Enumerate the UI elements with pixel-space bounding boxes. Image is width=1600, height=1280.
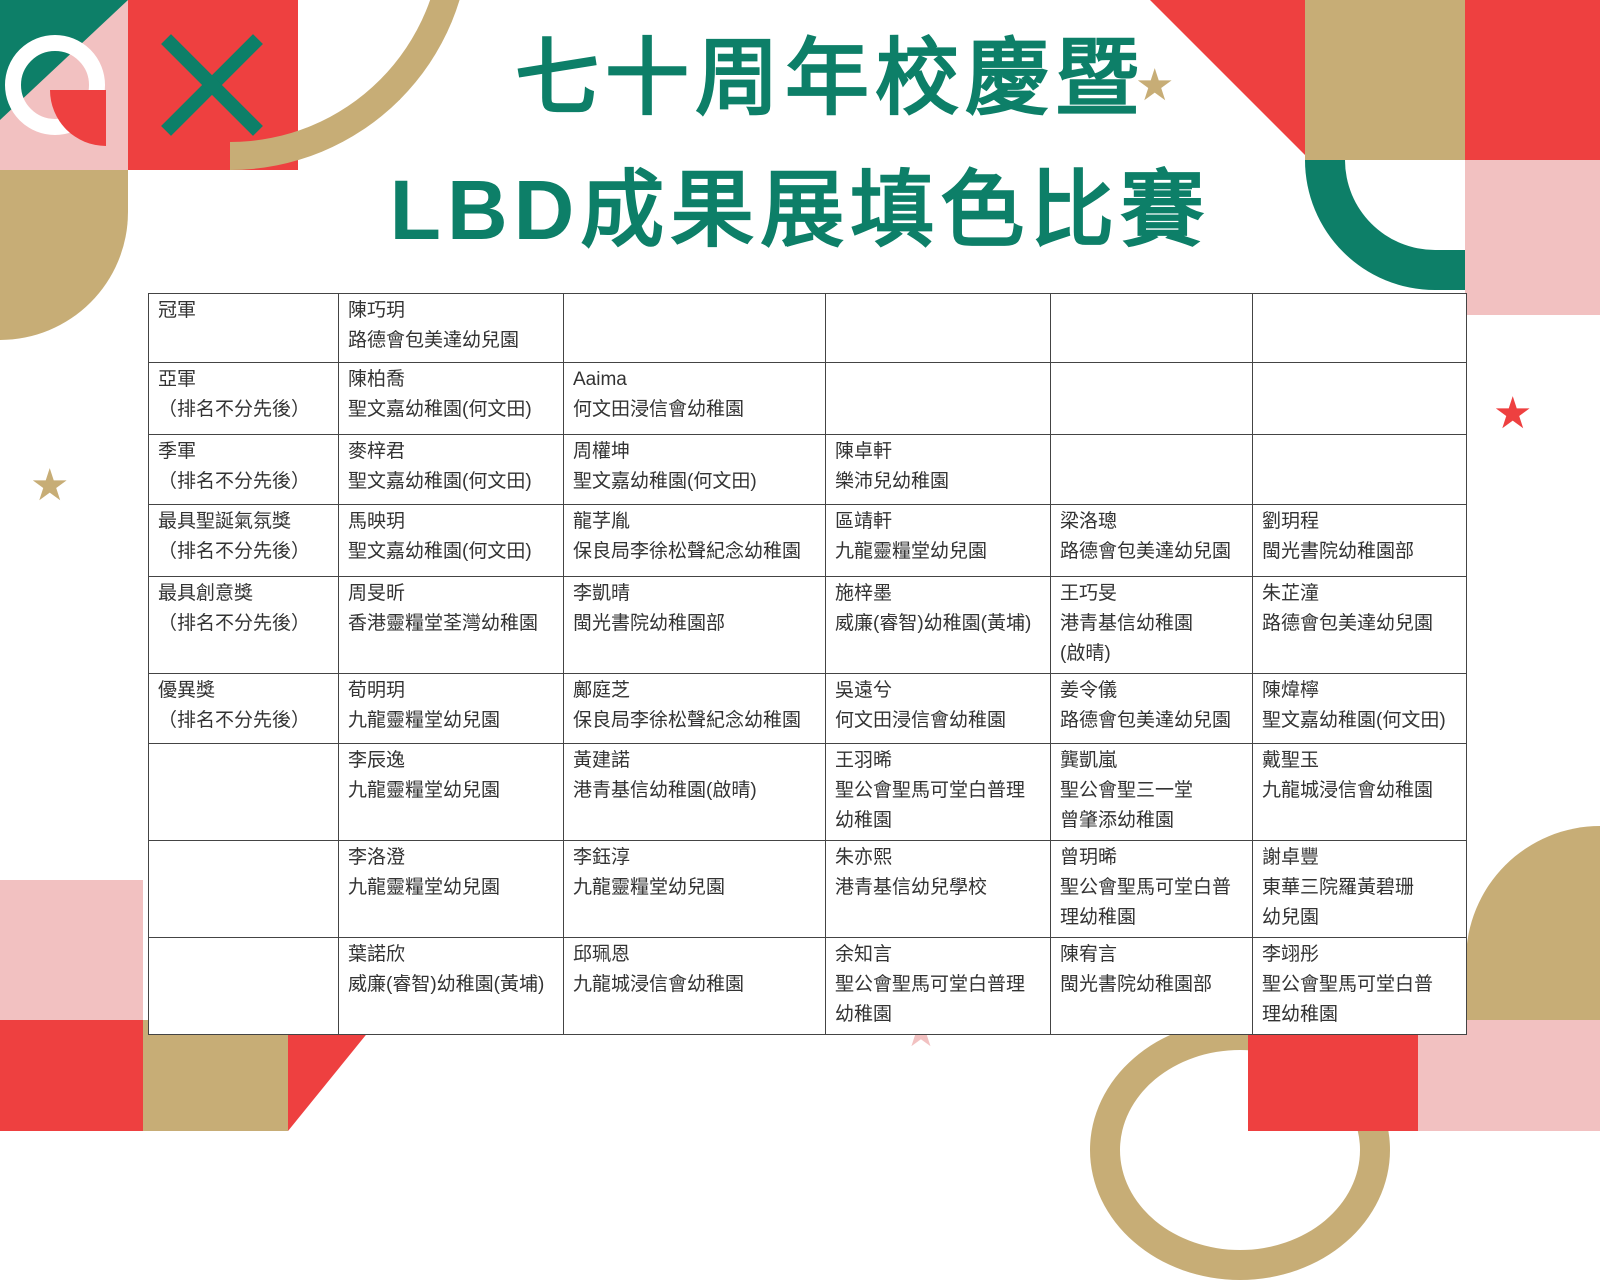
winner-cell: 王羽晞 聖公會聖馬可堂白普理 幼稚園 [825, 743, 1051, 841]
winner-cell: 吳遠兮 何文田浸信會幼稚園 [825, 673, 1051, 744]
winner-cell: 余知言 聖公會聖馬可堂白普理 幼稚園 [825, 937, 1051, 1035]
winner-cell: 謝卓豐 東華三院羅黃碧珊 幼兒園 [1252, 840, 1467, 938]
winner-cell: 王巧旻 港青基信幼稚園 (啟晴) [1050, 576, 1253, 674]
award-cell: 優異獎 （排名不分先後） [148, 673, 339, 744]
table-row: 葉諾欣 威廉(睿智)幼稚園(黃埔) 邱珮恩 九龍城浸信會幼稚園 余知言 聖公會聖馬可… [148, 937, 1467, 1035]
winner-cell: 周權坤 聖文嘉幼稚園(何文田) [563, 434, 826, 505]
winner-cell: 麥梓君 聖文嘉幼稚園(何文田) [338, 434, 564, 505]
winner-cell: 施梓墨 威廉(睿智)幼稚園(黃埔) [825, 576, 1051, 674]
winner-cell: 陳煒檸 聖文嘉幼稚園(何文田) [1252, 673, 1467, 744]
award-cell: 亞軍 （排名不分先後） [148, 362, 339, 435]
winner-cell: 梁洛璁 路德會包美達幼兒園 [1050, 504, 1253, 577]
table-row: 優異獎 （排名不分先後） 荀明玥 九龍靈糧堂幼兒園 鄺庭芝 保良局李徐松聲紀念幼稚園… [148, 673, 1467, 744]
winner-cell: 朱亦熙 港青基信幼兒學校 [825, 840, 1051, 938]
award-cell: 冠軍 [148, 293, 339, 363]
winner-cell: 李凱晴 閩光書院幼稚園部 [563, 576, 826, 674]
title-line-2: LBD成果展填色比賽 [389, 163, 1211, 257]
winner-cell: 李辰逸 九龍靈糧堂幼兒園 [338, 743, 564, 841]
winner-cell [1252, 293, 1467, 363]
table-row: 李洛澄 九龍靈糧堂幼兒園 李鈺淳 九龍靈糧堂幼兒園 朱亦熙 港青基信幼兒學校 曾玥晞 … [148, 840, 1467, 938]
winner-cell: 陳卓軒 樂沛兒幼稚園 [825, 434, 1051, 505]
winner-cell: 陳柏喬 聖文嘉幼稚園(何文田) [338, 362, 564, 435]
star-icon: ★ [1135, 61, 1175, 110]
title-line-1: 七十周年校慶暨 [514, 31, 1145, 125]
winner-cell [1050, 434, 1253, 505]
award-cell: 最具創意獎 （排名不分先後） [148, 576, 339, 674]
table-row: 最具創意獎 （排名不分先後） 周旻昕 香港靈糧堂荃灣幼稚園 李凱晴 閩光書院幼稚園部… [148, 576, 1467, 674]
winner-cell [563, 293, 826, 363]
winner-cell [1252, 362, 1467, 435]
results-table: 冠軍 陳巧玥 路德會包美達幼兒園 亞軍 （排名不分先後） 陳柏喬 聖文嘉幼稚園(何文田… [148, 293, 1467, 1035]
star-icon: ★ [1493, 389, 1533, 438]
winner-cell: 龍芓胤 保良局李徐松聲紀念幼稚園 [563, 504, 826, 577]
winner-cell: 李洛澄 九龍靈糧堂幼兒園 [338, 840, 564, 938]
table-row: 季軍 （排名不分先後） 麥梓君 聖文嘉幼稚園(何文田) 周權坤 聖文嘉幼稚園(何文田… [148, 434, 1467, 505]
table-row: 冠軍 陳巧玥 路德會包美達幼兒園 [148, 293, 1467, 363]
winner-cell: 鄺庭芝 保良局李徐松聲紀念幼稚園 [563, 673, 826, 744]
table-row: 李辰逸 九龍靈糧堂幼兒園 黃建諾 港青基信幼稚園(啟晴) 王羽晞 聖公會聖馬可堂白普… [148, 743, 1467, 841]
winner-cell: 朱芷潼 路德會包美達幼兒園 [1252, 576, 1467, 674]
winner-cell: 李鈺淳 九龍靈糧堂幼兒園 [563, 840, 826, 938]
winner-cell: Aaima 何文田浸信會幼稚園 [563, 362, 826, 435]
winner-cell: 邱珮恩 九龍城浸信會幼稚園 [563, 937, 826, 1035]
award-cell [148, 840, 339, 938]
winner-cell: 戴聖玉 九龍城浸信會幼稚園 [1252, 743, 1467, 841]
winner-cell [825, 293, 1051, 363]
winner-cell [825, 362, 1051, 435]
award-cell: 季軍 （排名不分先後） [148, 434, 339, 505]
winner-cell: 馬映玥 聖文嘉幼稚園(何文田) [338, 504, 564, 577]
winner-cell [1050, 362, 1253, 435]
winner-cell: 姜令儀 路德會包美達幼兒園 [1050, 673, 1253, 744]
winner-cell: 李翊彤 聖公會聖馬可堂白普 理幼稚園 [1252, 937, 1467, 1035]
winner-cell: 陳宥言 閩光書院幼稚園部 [1050, 937, 1253, 1035]
award-cell: 最具聖誕氣氛獎 （排名不分先後） [148, 504, 339, 577]
winner-cell: 荀明玥 九龍靈糧堂幼兒園 [338, 673, 564, 744]
table-row: 最具聖誕氣氛獎 （排名不分先後） 馬映玥 聖文嘉幼稚園(何文田) 龍芓胤 保良局李徐… [148, 504, 1467, 577]
star-icon: ★ [30, 461, 70, 510]
winner-cell [1050, 293, 1253, 363]
winner-cell: 周旻昕 香港靈糧堂荃灣幼稚園 [338, 576, 564, 674]
winner-cell: 區靖軒 九龍靈糧堂幼兒園 [825, 504, 1051, 577]
winner-cell: 龔凱嵐 聖公會聖三一堂 曾肇添幼稚園 [1050, 743, 1253, 841]
winner-cell [1252, 434, 1467, 505]
award-cell [148, 743, 339, 841]
winner-cell: 劉玥程 閩光書院幼稚園部 [1252, 504, 1467, 577]
winner-cell: 陳巧玥 路德會包美達幼兒園 [338, 293, 564, 363]
winner-cell: 葉諾欣 威廉(睿智)幼稚園(黃埔) [338, 937, 564, 1035]
award-cell [148, 937, 339, 1035]
winner-cell: 曾玥晞 聖公會聖馬可堂白普 理幼稚園 [1050, 840, 1253, 938]
table-row: 亞軍 （排名不分先後） 陳柏喬 聖文嘉幼稚園(何文田) Aaima 何文田浸信會幼稚… [148, 362, 1467, 435]
winner-cell: 黃建諾 港青基信幼稚園(啟晴) [563, 743, 826, 841]
